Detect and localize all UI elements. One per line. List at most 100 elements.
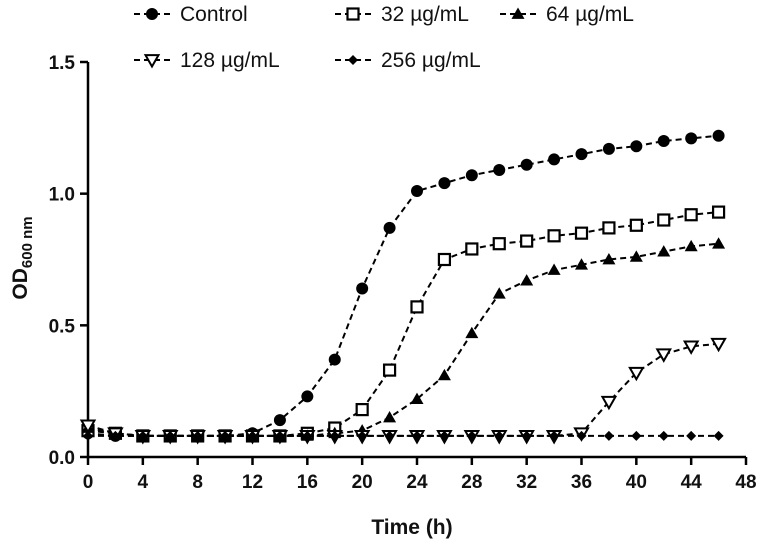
series-64-g-ml-point: [575, 258, 588, 270]
legend-marker: [346, 7, 360, 21]
series-layer: [79, 129, 727, 445]
x-tick-label: 24: [406, 472, 428, 493]
series-64-g-ml-point: [547, 263, 561, 275]
series-256-g-ml-point: [220, 430, 231, 441]
series-control-point: [465, 169, 478, 182]
series-64-g-ml-point: [657, 245, 671, 257]
legend-marker: [146, 8, 158, 20]
series-32-g-ml-point: [520, 234, 534, 248]
series-128-g-ml-point: [710, 337, 727, 353]
series-32-g-ml-point: [437, 252, 452, 267]
series-64-g-ml-point: [684, 239, 698, 252]
series-256-g-ml-point: [274, 430, 285, 441]
series-control-point: [356, 282, 369, 295]
series-128-g-ml-line: [87, 342, 719, 437]
series-control-point: [301, 390, 314, 403]
series-128-g-ml-point: [79, 419, 97, 434]
y-axis-title-main: OD: [9, 268, 32, 300]
series-256-g-ml-point: [192, 430, 203, 441]
series-256-g-ml-point: [412, 430, 422, 441]
series-256-g-ml-point: [137, 430, 148, 441]
series-256-g-ml-point: [439, 430, 450, 441]
x-tick-label: 48: [735, 472, 756, 493]
series-64-g-ml-point: [383, 411, 397, 423]
series-128-g-ml-point: [600, 395, 618, 411]
series-256-g-ml-point: [658, 430, 669, 441]
series-64-g-ml-point: [492, 287, 506, 299]
legend-label: 128 µg/mL: [180, 49, 280, 72]
series-256-g-ml-point: [576, 430, 587, 441]
legend-label: 32 µg/mL: [381, 3, 469, 26]
legend-label: Control: [180, 3, 248, 26]
series-256-g-ml-point: [384, 430, 395, 441]
series-control-point: [520, 158, 533, 171]
axes: 0 4 8 12 16 20 24 28 32 36 40 44 480.00.51.01.5: [49, 53, 757, 493]
series-64-g-ml-point: [602, 253, 616, 265]
series-32-g-ml-point: [711, 205, 726, 219]
series-control-point: [602, 142, 615, 155]
series-128-g-ml: [79, 337, 727, 445]
legend-item-32-g-ml: 32 µg/mL: [335, 3, 469, 26]
legend-item-256-g-ml: 256 µg/mL: [335, 49, 481, 72]
series-control-point: [438, 177, 451, 190]
x-tick-label: 40: [626, 472, 647, 493]
series-control-point: [273, 414, 286, 427]
series-control-point: [411, 185, 423, 198]
x-tick-label: 4: [138, 472, 149, 493]
x-tick-label: 44: [681, 472, 703, 493]
series-256-g-ml-point: [603, 430, 614, 441]
series-64-g-ml-point: [520, 274, 534, 286]
x-tick-label: 16: [297, 472, 318, 493]
x-tick-label: 8: [192, 472, 203, 493]
series-32-g-ml-point: [355, 403, 369, 417]
series-128-g-ml-point: [628, 366, 645, 382]
series-256-g-ml-point: [110, 430, 121, 441]
series-64-g-ml-point: [410, 392, 424, 404]
series-control-point: [657, 135, 670, 147]
series-256-g-ml-point: [713, 430, 724, 441]
series-32-g-ml-point: [547, 229, 561, 243]
series-32-g-ml-line: [87, 211, 719, 437]
x-tick-label: 36: [571, 472, 592, 493]
series-control-point: [575, 148, 588, 161]
legend-marker: [348, 55, 358, 65]
legend-marker: [143, 54, 161, 69]
series-256-g-ml-point: [686, 430, 697, 441]
series-256-g-ml-point: [549, 430, 560, 441]
legend-label: 64 µg/mL: [546, 3, 634, 26]
series-256-g-ml-point: [247, 430, 258, 441]
y-tick-label: 0.0: [49, 448, 75, 469]
y-tick-label: 1.0: [49, 185, 75, 206]
x-tick-label: 20: [352, 472, 373, 493]
series-256-g-ml-point: [494, 430, 505, 441]
legend-item-control: Control: [134, 3, 248, 26]
x-tick-label: 0: [83, 472, 94, 493]
series-256-g-ml: [83, 430, 724, 441]
x-tick-label: 28: [461, 472, 482, 493]
series-256-g-ml-point: [83, 430, 93, 441]
legend-item-64-g-ml: 64 µg/mL: [500, 3, 634, 26]
series-256-g-ml-point: [631, 430, 642, 441]
series-32-g-ml-point: [410, 300, 424, 314]
y-axis-title: OD600 nm: [9, 216, 36, 299]
series-64-g-ml-point: [465, 326, 479, 339]
y-tick-label: 0.5: [49, 316, 76, 337]
series-256-g-ml-point: [302, 430, 313, 441]
series-control-point: [383, 221, 396, 234]
series-32-g-ml-point: [465, 242, 479, 256]
legend-label: 256 µg/mL: [381, 49, 481, 72]
series-32-g-ml: [81, 205, 726, 443]
series-control-point: [548, 153, 561, 166]
series-control: [82, 129, 725, 442]
legend-item-128-g-ml: 128 µg/mL: [134, 49, 280, 72]
series-32-g-ml-point: [602, 221, 616, 235]
y-tick-label: 1.5: [49, 53, 76, 74]
series-32-g-ml-point: [382, 363, 397, 377]
y-axis-title-sub: 600 nm: [19, 216, 36, 268]
series-32-g-ml-point: [657, 213, 671, 227]
series-control-point: [630, 140, 643, 153]
svg-text:OD600 nm: OD600 nm: [9, 216, 36, 299]
x-tick-label: 12: [242, 472, 263, 493]
series-128-g-ml-point: [682, 340, 700, 355]
